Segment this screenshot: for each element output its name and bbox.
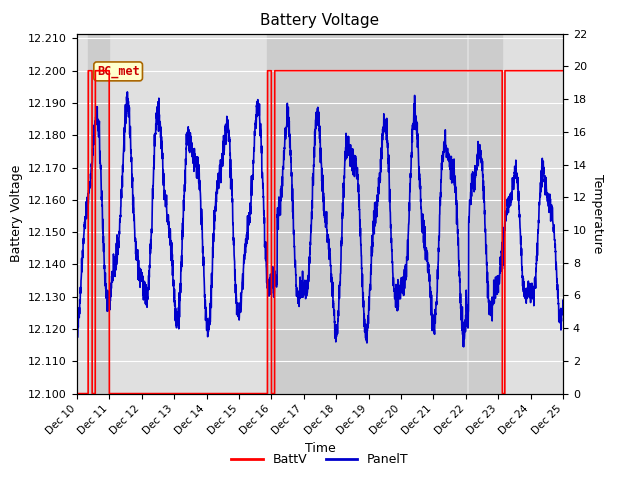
Bar	[468, 34, 502, 394]
X-axis label: Time: Time	[305, 442, 335, 455]
Title: Battery Voltage: Battery Voltage	[260, 13, 380, 28]
Y-axis label: Temperature: Temperature	[591, 174, 604, 253]
Bar	[88, 34, 109, 394]
Bar	[268, 34, 277, 394]
Y-axis label: Battery Voltage: Battery Voltage	[10, 165, 22, 262]
Legend: BattV, PanelT: BattV, PanelT	[227, 448, 413, 471]
Bar	[277, 34, 466, 394]
Text: BC_met: BC_met	[97, 65, 140, 78]
